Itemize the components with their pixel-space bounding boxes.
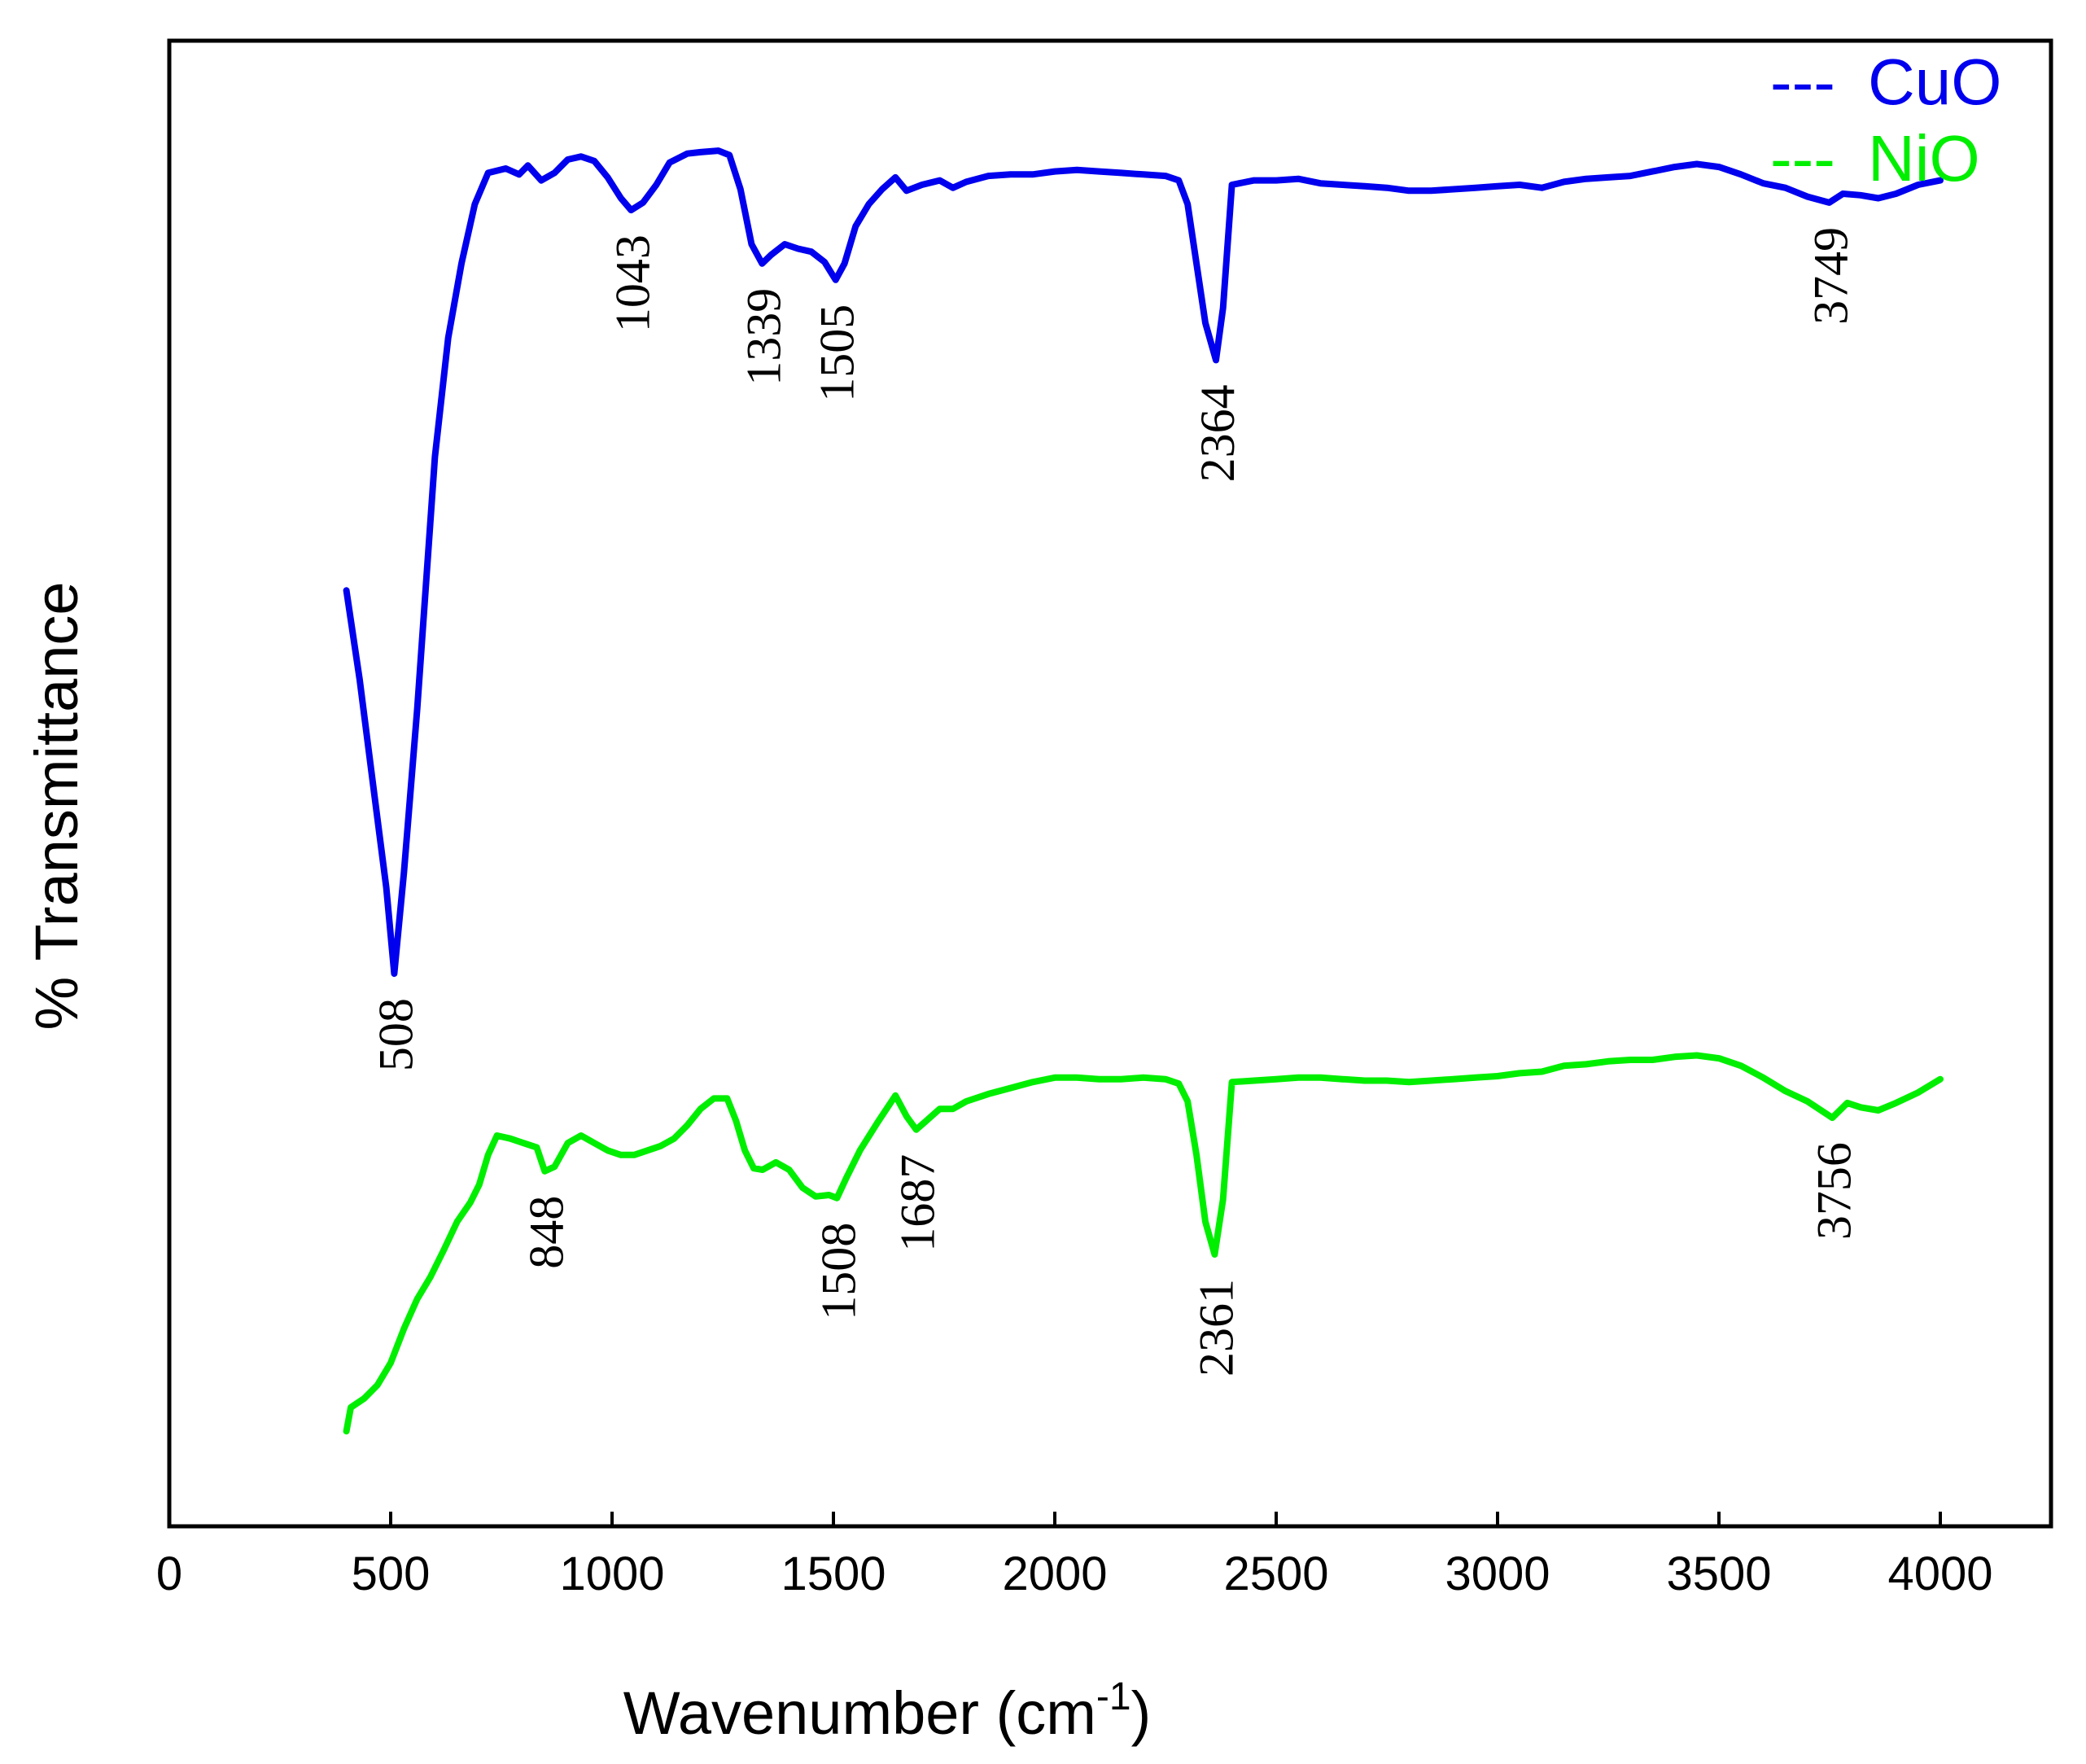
x-tick-label-3000: 3000 xyxy=(1445,1547,1550,1600)
x-tick-label-0: 0 xyxy=(156,1547,182,1600)
x-tick-label-1000: 1000 xyxy=(559,1547,664,1600)
x-tick-label-4000: 4000 xyxy=(1887,1547,1992,1600)
peak-label-cuo-2364: 2364 xyxy=(1191,384,1244,482)
legend-label-cuo: CuO xyxy=(1868,46,2002,118)
series-lines xyxy=(343,147,1944,1435)
plot-frame xyxy=(167,38,2053,1529)
legend-marker-nio: --- xyxy=(1770,122,1835,195)
legend-item-cuo: --- CuO xyxy=(1770,46,2002,118)
peak-label-cuo-3749: 3749 xyxy=(1804,227,1858,325)
x-axis-title-sup: -1 xyxy=(1096,1675,1131,1718)
peak-label-nio-1508: 1508 xyxy=(811,1223,865,1320)
legend: --- CuO --- NiO xyxy=(1770,46,2002,195)
legend-marker-cuo: --- xyxy=(1770,46,1835,118)
x-tick-label-500: 500 xyxy=(352,1547,431,1600)
peak-labels: 508 1043 1339 1505 2364 3749 848 1508 1687 2361 37… xyxy=(369,227,1861,1377)
x-axis-ticks xyxy=(168,1512,1942,1526)
peak-label-cuo-1043: 1043 xyxy=(606,234,659,332)
x-axis-title: Wavenumber (cm-1) xyxy=(623,1675,1152,1747)
peak-label-nio-848: 848 xyxy=(519,1196,573,1269)
legend-label-nio: NiO xyxy=(1868,122,1980,195)
legend-item-nio: --- NiO xyxy=(1770,122,1980,195)
peak-label-nio-3756: 3756 xyxy=(1807,1142,1861,1240)
peak-label-cuo-508: 508 xyxy=(369,998,422,1071)
x-axis-title-close: ) xyxy=(1131,1679,1152,1747)
peak-label-nio-1687: 1687 xyxy=(891,1154,945,1252)
x-axis-title-main: Wavenumber (cm xyxy=(623,1679,1096,1747)
x-tick-label-2000: 2000 xyxy=(1002,1547,1107,1600)
peak-label-cuo-1339: 1339 xyxy=(737,288,790,386)
peak-label-nio-2361: 2361 xyxy=(1189,1279,1243,1377)
series-line-cuo xyxy=(343,147,1944,978)
x-tick-label-3500: 3500 xyxy=(1666,1547,1771,1600)
x-axis-tick-labels: 0 500 1000 1500 2000 2500 3000 3500 4000 xyxy=(156,1547,1993,1600)
x-tick-label-1500: 1500 xyxy=(781,1547,886,1600)
peak-label-cuo-1505: 1505 xyxy=(811,304,864,402)
y-axis-title: % Transmittance xyxy=(23,581,90,1030)
series-line-nio xyxy=(343,1052,1944,1435)
x-tick-label-2500: 2500 xyxy=(1223,1547,1328,1600)
